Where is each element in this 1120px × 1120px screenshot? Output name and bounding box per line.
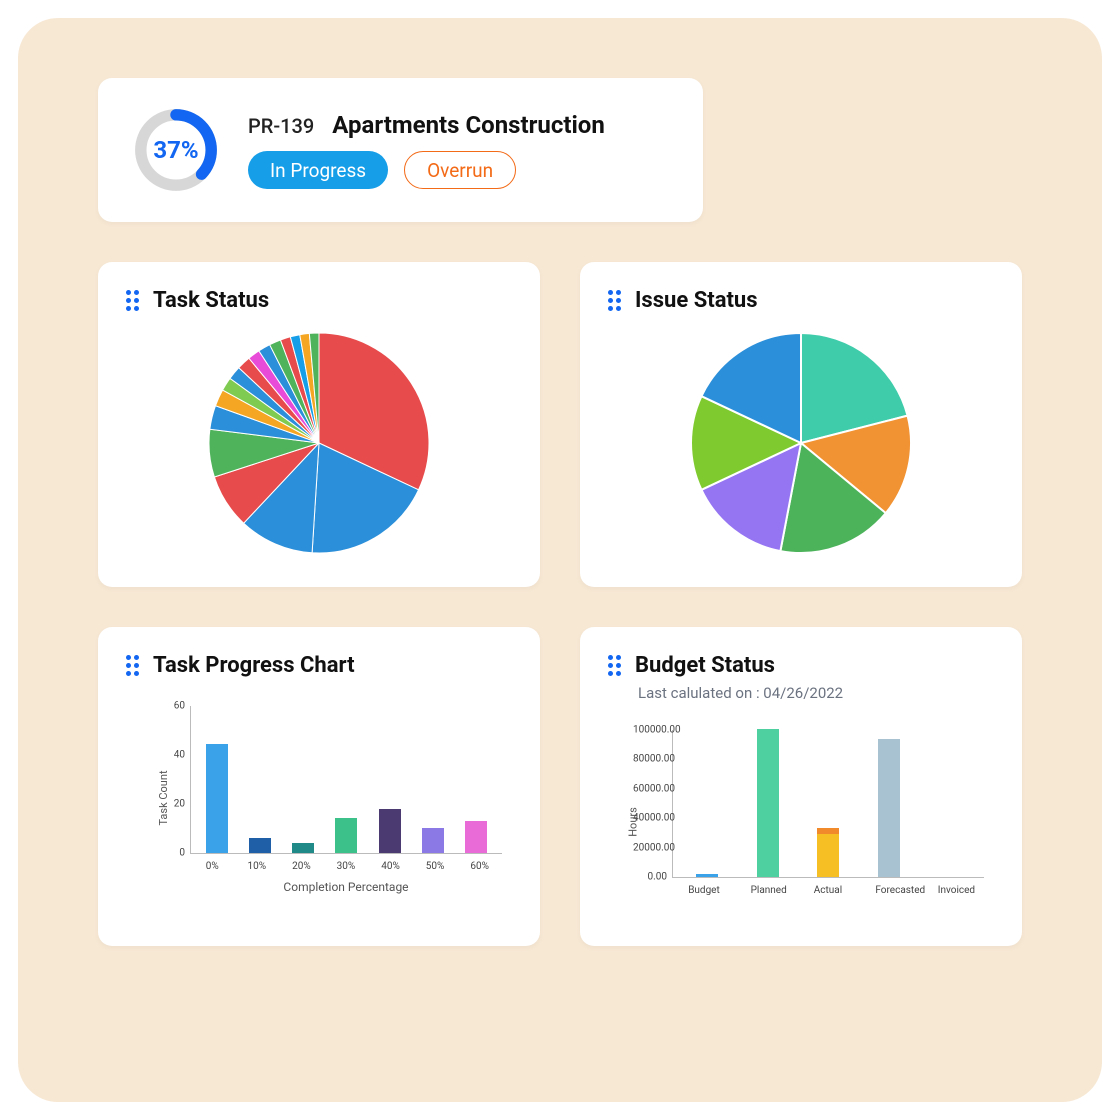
status-badge: In Progress <box>248 151 388 189</box>
x-tick-label: 40% <box>376 861 406 872</box>
issue-status-card: Issue Status <box>580 262 1022 587</box>
y-tick: 0 <box>151 848 185 859</box>
y-tick: 20 <box>151 799 185 810</box>
bar <box>753 729 783 877</box>
bar <box>461 821 491 853</box>
bar <box>813 828 843 877</box>
x-tick-label: 0% <box>197 861 227 872</box>
y-tick: 0.00 <box>633 872 667 883</box>
x-tick-label: Budget <box>688 885 718 896</box>
bar <box>375 809 405 853</box>
drag-handle-icon[interactable] <box>608 655 621 676</box>
y-tick: 40000.00 <box>633 813 667 824</box>
card-title: Budget Status <box>635 653 775 678</box>
bar-segment <box>249 838 271 853</box>
bar-segment <box>696 874 718 877</box>
project-meta: PR-139 Apartments Construction In Progre… <box>248 111 605 189</box>
bar-segment <box>206 744 228 853</box>
x-tick-label: 60% <box>465 861 495 872</box>
y-tick: 60 <box>151 701 185 712</box>
x-tick-label: 10% <box>242 861 272 872</box>
x-tick-label: Forecasted <box>875 885 905 896</box>
y-tick: 80000.00 <box>633 754 667 765</box>
y-tick: 20000.00 <box>633 842 667 853</box>
bar-segment <box>817 834 839 877</box>
progress-ring: 37% <box>132 106 220 194</box>
x-tick-label: Planned <box>751 885 781 896</box>
card-title: Issue Status <box>635 288 758 313</box>
bar <box>331 818 361 853</box>
bar-segment <box>292 843 314 853</box>
project-summary-card: 37% PR-139 Apartments Construction In Pr… <box>98 78 703 222</box>
task-progress-bar-chart: Task Count02040600%10%20%30%40%50%60%Com… <box>142 698 512 898</box>
bar <box>874 739 904 877</box>
y-tick: 100000.00 <box>633 725 667 736</box>
task-status-pie <box>209 333 429 553</box>
y-tick: 40 <box>151 750 185 761</box>
budget-status-bar-chart: Hours0.0020000.0040000.0060000.0080000.0… <box>624 722 994 922</box>
task-progress-card: Task Progress Chart Task Count02040600%1… <box>98 627 540 946</box>
bar-segment <box>335 818 357 853</box>
bar <box>288 843 318 853</box>
bar-segment <box>878 739 900 877</box>
bar-segment <box>465 821 487 853</box>
x-tick-label: 50% <box>420 861 450 872</box>
bar-segment <box>379 809 401 853</box>
y-tick: 60000.00 <box>633 783 667 794</box>
bar-segment <box>757 729 779 877</box>
bar <box>418 828 448 853</box>
card-subtitle: Last calulated on : 04/26/2022 <box>638 684 994 702</box>
x-tick-label: 20% <box>286 861 316 872</box>
task-status-card: Task Status <box>98 262 540 587</box>
project-name: Apartments Construction <box>332 111 605 139</box>
card-title: Task Status <box>153 288 269 313</box>
x-tick-label: Actual <box>813 885 843 896</box>
x-tick-label: 30% <box>331 861 361 872</box>
drag-handle-icon[interactable] <box>608 290 621 311</box>
issue-status-pie <box>691 333 911 553</box>
drag-handle-icon[interactable] <box>126 290 139 311</box>
card-title: Task Progress Chart <box>153 653 355 678</box>
bar <box>692 874 722 877</box>
progress-percent-label: 37% <box>132 106 220 194</box>
budget-status-card: Budget Status Last calulated on : 04/26/… <box>580 627 1022 946</box>
dashboard-canvas: 37% PR-139 Apartments Construction In Pr… <box>18 18 1102 1102</box>
project-id: PR-139 <box>248 114 314 138</box>
status-badge: Overrun <box>404 151 516 189</box>
bar <box>202 744 232 853</box>
drag-handle-icon[interactable] <box>126 655 139 676</box>
bar-segment <box>422 828 444 853</box>
x-axis-label: Completion Percentage <box>190 880 502 894</box>
x-tick-label: Invoiced <box>938 885 968 896</box>
bar <box>245 838 275 853</box>
status-badges: In Progress Overrun <box>248 151 605 189</box>
